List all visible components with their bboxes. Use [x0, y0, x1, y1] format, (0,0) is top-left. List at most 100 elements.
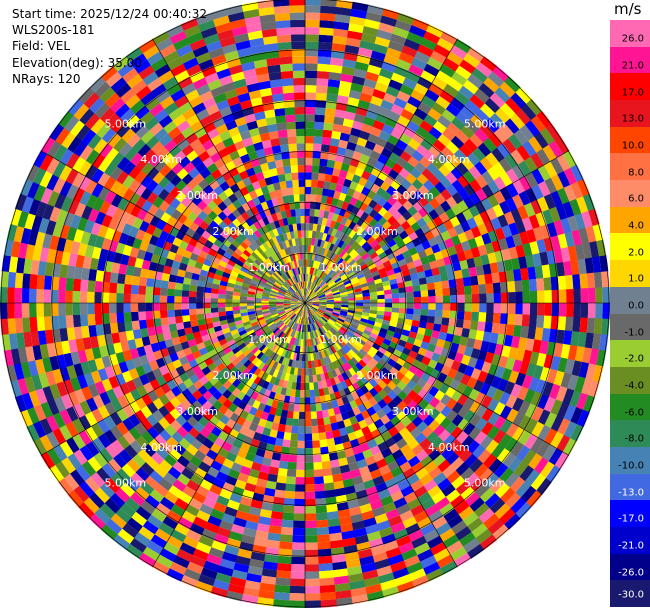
- velocity-gate: [326, 296, 334, 300]
- velocity-gate: [451, 204, 463, 217]
- velocity-gate: [555, 204, 568, 221]
- velocity-gate: [474, 88, 490, 104]
- velocity-gate: [101, 378, 113, 392]
- velocity-gate: [368, 287, 377, 293]
- velocity-gate: [507, 456, 523, 473]
- velocity-gate: [478, 508, 495, 524]
- velocity-gate: [305, 223, 310, 231]
- velocity-gate: [406, 291, 414, 298]
- velocity-gate: [130, 472, 145, 487]
- velocity-gate: [347, 238, 356, 247]
- velocity-gate: [371, 329, 380, 336]
- velocity-gate: [570, 164, 584, 183]
- velocity-gate: [304, 513, 317, 521]
- velocity-gate: [377, 197, 388, 208]
- velocity-gate: [556, 434, 571, 453]
- velocity-gate: [262, 380, 270, 390]
- velocity-gate: [330, 57, 344, 67]
- velocity-gate: [309, 292, 316, 298]
- velocity-gate: [246, 397, 256, 407]
- velocity-gate: [595, 303, 603, 319]
- velocity-gate: [473, 256, 483, 267]
- velocity-gate: [362, 25, 379, 37]
- velocity-gate: [198, 443, 211, 456]
- velocity-gate: [244, 452, 256, 462]
- velocity-gate: [316, 289, 323, 295]
- velocity-gate: [348, 134, 360, 145]
- velocity-gate: [301, 310, 304, 318]
- velocity-gate: [350, 337, 358, 345]
- velocity-gate: [167, 302, 175, 311]
- velocity-gate: [440, 446, 454, 460]
- velocity-gate: [66, 327, 76, 341]
- velocity-gate: [491, 240, 502, 253]
- velocity-gate: [319, 20, 335, 29]
- velocity-gate: [449, 494, 465, 509]
- velocity-gate: [330, 314, 339, 320]
- velocity-gate: [462, 319, 472, 330]
- velocity-gate: [317, 309, 325, 314]
- velocity-gate: [129, 537, 147, 553]
- velocity-gate: [428, 126, 443, 140]
- velocity-gate: [338, 427, 348, 437]
- velocity-gate: [146, 426, 160, 440]
- velocity-gate: [380, 15, 398, 27]
- velocity-gate: [305, 300, 313, 303]
- velocity-gate: [555, 329, 565, 345]
- velocity-gate: [130, 293, 139, 303]
- velocity-gate: [310, 307, 317, 313]
- velocity-gate: [415, 144, 429, 157]
- velocity-gate: [442, 303, 451, 311]
- velocity-gate: [346, 341, 354, 350]
- velocity-gate: [479, 382, 491, 396]
- velocity-gate: [419, 555, 437, 569]
- velocity-gate: [309, 308, 316, 314]
- velocity-gate: [42, 385, 55, 402]
- velocity-gate: [115, 468, 131, 483]
- velocity-gate: [470, 348, 481, 360]
- velocity-gate: [13, 363, 25, 381]
- velocity-gate: [167, 309, 176, 318]
- velocity-gate: [301, 324, 304, 333]
- velocity-gate: [268, 302, 276, 305]
- velocity-gate: [355, 362, 364, 371]
- velocity-gate: [411, 535, 427, 549]
- velocity-gate: [427, 485, 442, 499]
- velocity-gate: [272, 93, 284, 103]
- velocity-gate: [409, 25, 427, 38]
- velocity-gate: [59, 409, 73, 425]
- velocity-gate: [261, 346, 269, 354]
- velocity-gate: [366, 236, 376, 245]
- velocity-gate: [526, 490, 543, 508]
- velocity-gate: [528, 377, 540, 392]
- velocity-gate: [87, 456, 102, 473]
- velocity-gate: [406, 497, 422, 511]
- velocity-gate: [78, 429, 92, 446]
- velocity-gate: [340, 162, 351, 172]
- velocity-gate: [271, 145, 282, 154]
- velocity-gate: [314, 260, 319, 269]
- velocity-gate: [424, 461, 438, 474]
- velocity-gate: [297, 303, 305, 305]
- velocity-gate: [492, 282, 501, 294]
- velocity-gate: [259, 434, 270, 444]
- velocity-gate: [397, 258, 407, 267]
- velocity-gate: [297, 440, 305, 449]
- velocity-gate: [397, 390, 408, 401]
- velocity-gate: [344, 218, 353, 228]
- velocity-gate: [387, 215, 397, 226]
- velocity-gate: [304, 433, 313, 441]
- velocity-gate: [326, 331, 333, 339]
- velocity-gate: [470, 477, 485, 493]
- velocity-gate: [333, 324, 341, 331]
- velocity-gate: [481, 408, 494, 422]
- velocity-gate: [510, 383, 522, 398]
- velocity-gate: [515, 348, 526, 362]
- velocity-gate: [261, 457, 272, 467]
- velocity-gate: [305, 201, 311, 209]
- velocity-gate: [397, 205, 408, 216]
- velocity-gate: [265, 357, 273, 366]
- velocity-gate: [311, 252, 316, 261]
- velocity-gate: [475, 265, 485, 276]
- velocity-gate: [290, 329, 295, 337]
